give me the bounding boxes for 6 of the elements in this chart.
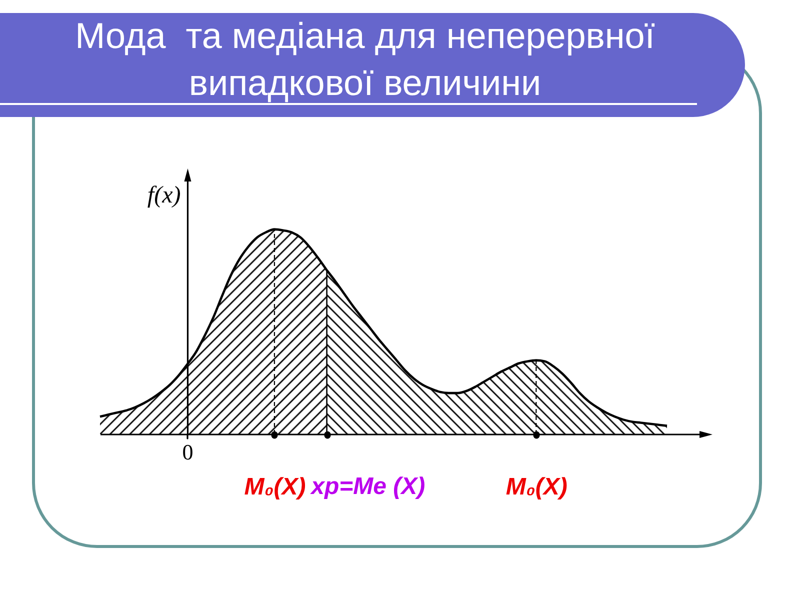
chart-title: Мода та медіана для неперервної випадкової величини: [75, 15, 656, 103]
x-tick-label: M₀(X): [506, 474, 568, 500]
y-axis-title: f(x): [147, 182, 181, 208]
text: xp=Me (X): [309, 473, 426, 500]
x-tick-label: M₀(X): [244, 474, 306, 500]
x-tick-label: 0: [182, 440, 194, 464]
